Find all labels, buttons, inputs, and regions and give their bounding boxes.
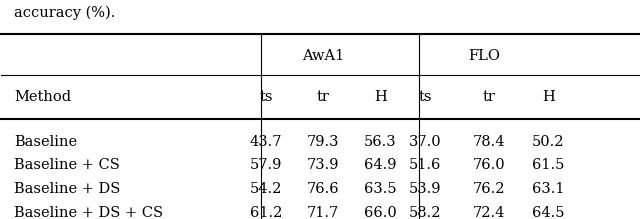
- Text: 72.4: 72.4: [473, 206, 505, 219]
- Text: 76.2: 76.2: [472, 182, 505, 196]
- Text: Baseline + DS: Baseline + DS: [14, 182, 120, 196]
- Text: 53.9: 53.9: [409, 182, 442, 196]
- Text: ts: ts: [259, 90, 273, 104]
- Text: AwA1: AwA1: [302, 49, 344, 63]
- Text: FLO: FLO: [468, 49, 500, 63]
- Text: 61.2: 61.2: [250, 206, 282, 219]
- Text: accuracy (%).: accuracy (%).: [14, 6, 115, 20]
- Text: 37.0: 37.0: [409, 134, 442, 148]
- Text: Method: Method: [14, 90, 71, 104]
- Text: 57.9: 57.9: [250, 158, 282, 172]
- Text: 66.0: 66.0: [364, 206, 397, 219]
- Text: 63.1: 63.1: [532, 182, 564, 196]
- Text: H: H: [374, 90, 387, 104]
- Text: 58.2: 58.2: [409, 206, 442, 219]
- Text: 56.3: 56.3: [364, 134, 397, 148]
- Text: Baseline + DS + CS: Baseline + DS + CS: [14, 206, 163, 219]
- Text: 76.0: 76.0: [472, 158, 505, 172]
- Text: 54.2: 54.2: [250, 182, 282, 196]
- Text: 63.5: 63.5: [364, 182, 397, 196]
- Text: 51.6: 51.6: [409, 158, 442, 172]
- Text: Baseline: Baseline: [14, 134, 77, 148]
- Text: 64.5: 64.5: [532, 206, 564, 219]
- Text: 50.2: 50.2: [532, 134, 564, 148]
- Text: H: H: [541, 90, 554, 104]
- Text: 73.9: 73.9: [307, 158, 339, 172]
- Text: 61.5: 61.5: [532, 158, 564, 172]
- Text: 79.3: 79.3: [307, 134, 339, 148]
- Text: 76.6: 76.6: [307, 182, 339, 196]
- Text: tr: tr: [317, 90, 330, 104]
- Text: tr: tr: [483, 90, 495, 104]
- Text: 71.7: 71.7: [307, 206, 339, 219]
- Text: 78.4: 78.4: [472, 134, 505, 148]
- Text: ts: ts: [419, 90, 432, 104]
- Text: 64.9: 64.9: [364, 158, 397, 172]
- Text: 43.7: 43.7: [250, 134, 282, 148]
- Text: Baseline + CS: Baseline + CS: [14, 158, 120, 172]
